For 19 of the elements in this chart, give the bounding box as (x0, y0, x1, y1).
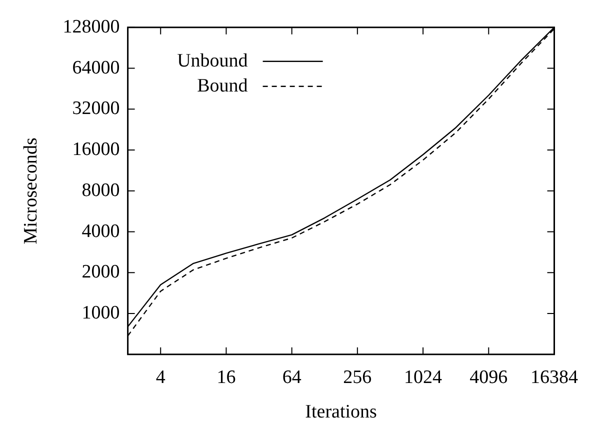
y-tick-label: 1000 (82, 302, 120, 324)
y-tick-label: 2000 (82, 262, 120, 283)
legend-label: Unbound (177, 50, 248, 72)
x-tick-label: 16384 (530, 366, 578, 388)
y-axis-title: Microseconds (20, 138, 42, 244)
y-tick-label: 32000 (72, 98, 120, 120)
x-tick-label: 1024 (404, 366, 443, 388)
y-tick-label: 64000 (72, 57, 120, 78)
x-tick-label: 64 (282, 366, 302, 388)
y-tick-label: 4000 (82, 220, 120, 242)
legend-label: Bound (197, 75, 248, 96)
x-tick-label: 4 (156, 366, 166, 388)
x-tick-label: 256 (343, 366, 372, 388)
y-tick-label: 128000 (62, 16, 120, 38)
x-tick-label: 16 (216, 366, 236, 388)
x-axis-title: Iterations (305, 402, 377, 423)
x-tick-label: 4096 (470, 366, 508, 388)
y-tick-label: 8000 (82, 180, 120, 201)
y-tick-label: 16000 (72, 139, 120, 160)
